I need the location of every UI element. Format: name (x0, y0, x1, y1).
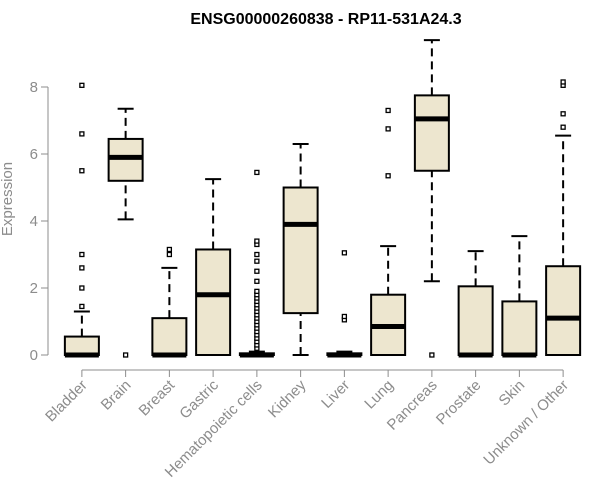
x-tick-label: Bladder (42, 377, 91, 426)
x-tick-label: Skin (496, 377, 529, 410)
iqr-box (501, 300, 538, 356)
y-tick-label: 2 (30, 280, 38, 297)
outlier-point (254, 169, 260, 176)
box-unknown-other (545, 79, 582, 357)
x-tick-label: Breast (136, 376, 179, 419)
iqr-box (195, 248, 232, 357)
y-axis: 0 2 4 6 8 (30, 79, 49, 364)
outlier-point (254, 251, 260, 258)
y-axis-label: Expression (0, 162, 16, 236)
iqr-box (63, 335, 100, 357)
box-liver (326, 250, 363, 358)
y-tick-label: 8 (30, 79, 38, 96)
outlier-point (254, 268, 260, 274)
box-prostate (457, 250, 494, 358)
outlier-point (79, 168, 85, 174)
y-tick-label: 0 (30, 347, 38, 364)
x-tick-label: Prostate (433, 377, 485, 429)
outlier-point (254, 288, 260, 295)
box-brain (107, 107, 144, 358)
outlier-point (385, 126, 391, 132)
iqr-box (151, 317, 188, 356)
box-gastric (195, 178, 232, 357)
outlier-point (79, 82, 85, 88)
box-pancreas (413, 39, 450, 358)
chart-title: ENSG00000260838 - RP11-531A24.3 (190, 11, 461, 28)
outlier-point (166, 251, 173, 258)
outlier-point (254, 278, 260, 284)
outlier-point (341, 313, 348, 320)
iqr-box (413, 94, 450, 172)
outlier-point (560, 111, 566, 117)
iqr-box (545, 265, 582, 357)
iqr-box (107, 137, 144, 182)
outlier-point (254, 238, 260, 244)
box-skin (501, 235, 538, 358)
outlier-point (79, 303, 85, 310)
y-tick-label: 6 (30, 146, 38, 163)
box-lung (370, 107, 407, 357)
outlier-point (122, 352, 129, 358)
box-bladder (63, 82, 100, 358)
iqr-box (457, 285, 494, 357)
outlier-point (385, 107, 391, 114)
x-tick-label: Kidney (265, 376, 310, 421)
x-tick-label: Brain (98, 377, 135, 414)
x-tick-label: Liver (318, 377, 353, 412)
outlier-point (560, 124, 566, 130)
box-kidney (282, 142, 319, 356)
box-hematopoietic-cells (238, 169, 275, 358)
outlier-point (166, 246, 173, 253)
outlier-point (79, 131, 85, 137)
outlier-point (385, 173, 391, 179)
box-breast (151, 246, 188, 358)
outlier-point (560, 79, 566, 85)
iqr-box (282, 186, 319, 315)
outlier-point (341, 250, 348, 256)
outlier-point (79, 285, 85, 291)
outlier-point (429, 352, 435, 358)
x-tick-label: Lung (361, 377, 397, 413)
outlier-point (79, 251, 85, 258)
outlier-point (79, 265, 85, 271)
box-plot-series (63, 39, 582, 358)
outlier-point (254, 258, 260, 264)
y-tick-label: 4 (30, 213, 38, 230)
